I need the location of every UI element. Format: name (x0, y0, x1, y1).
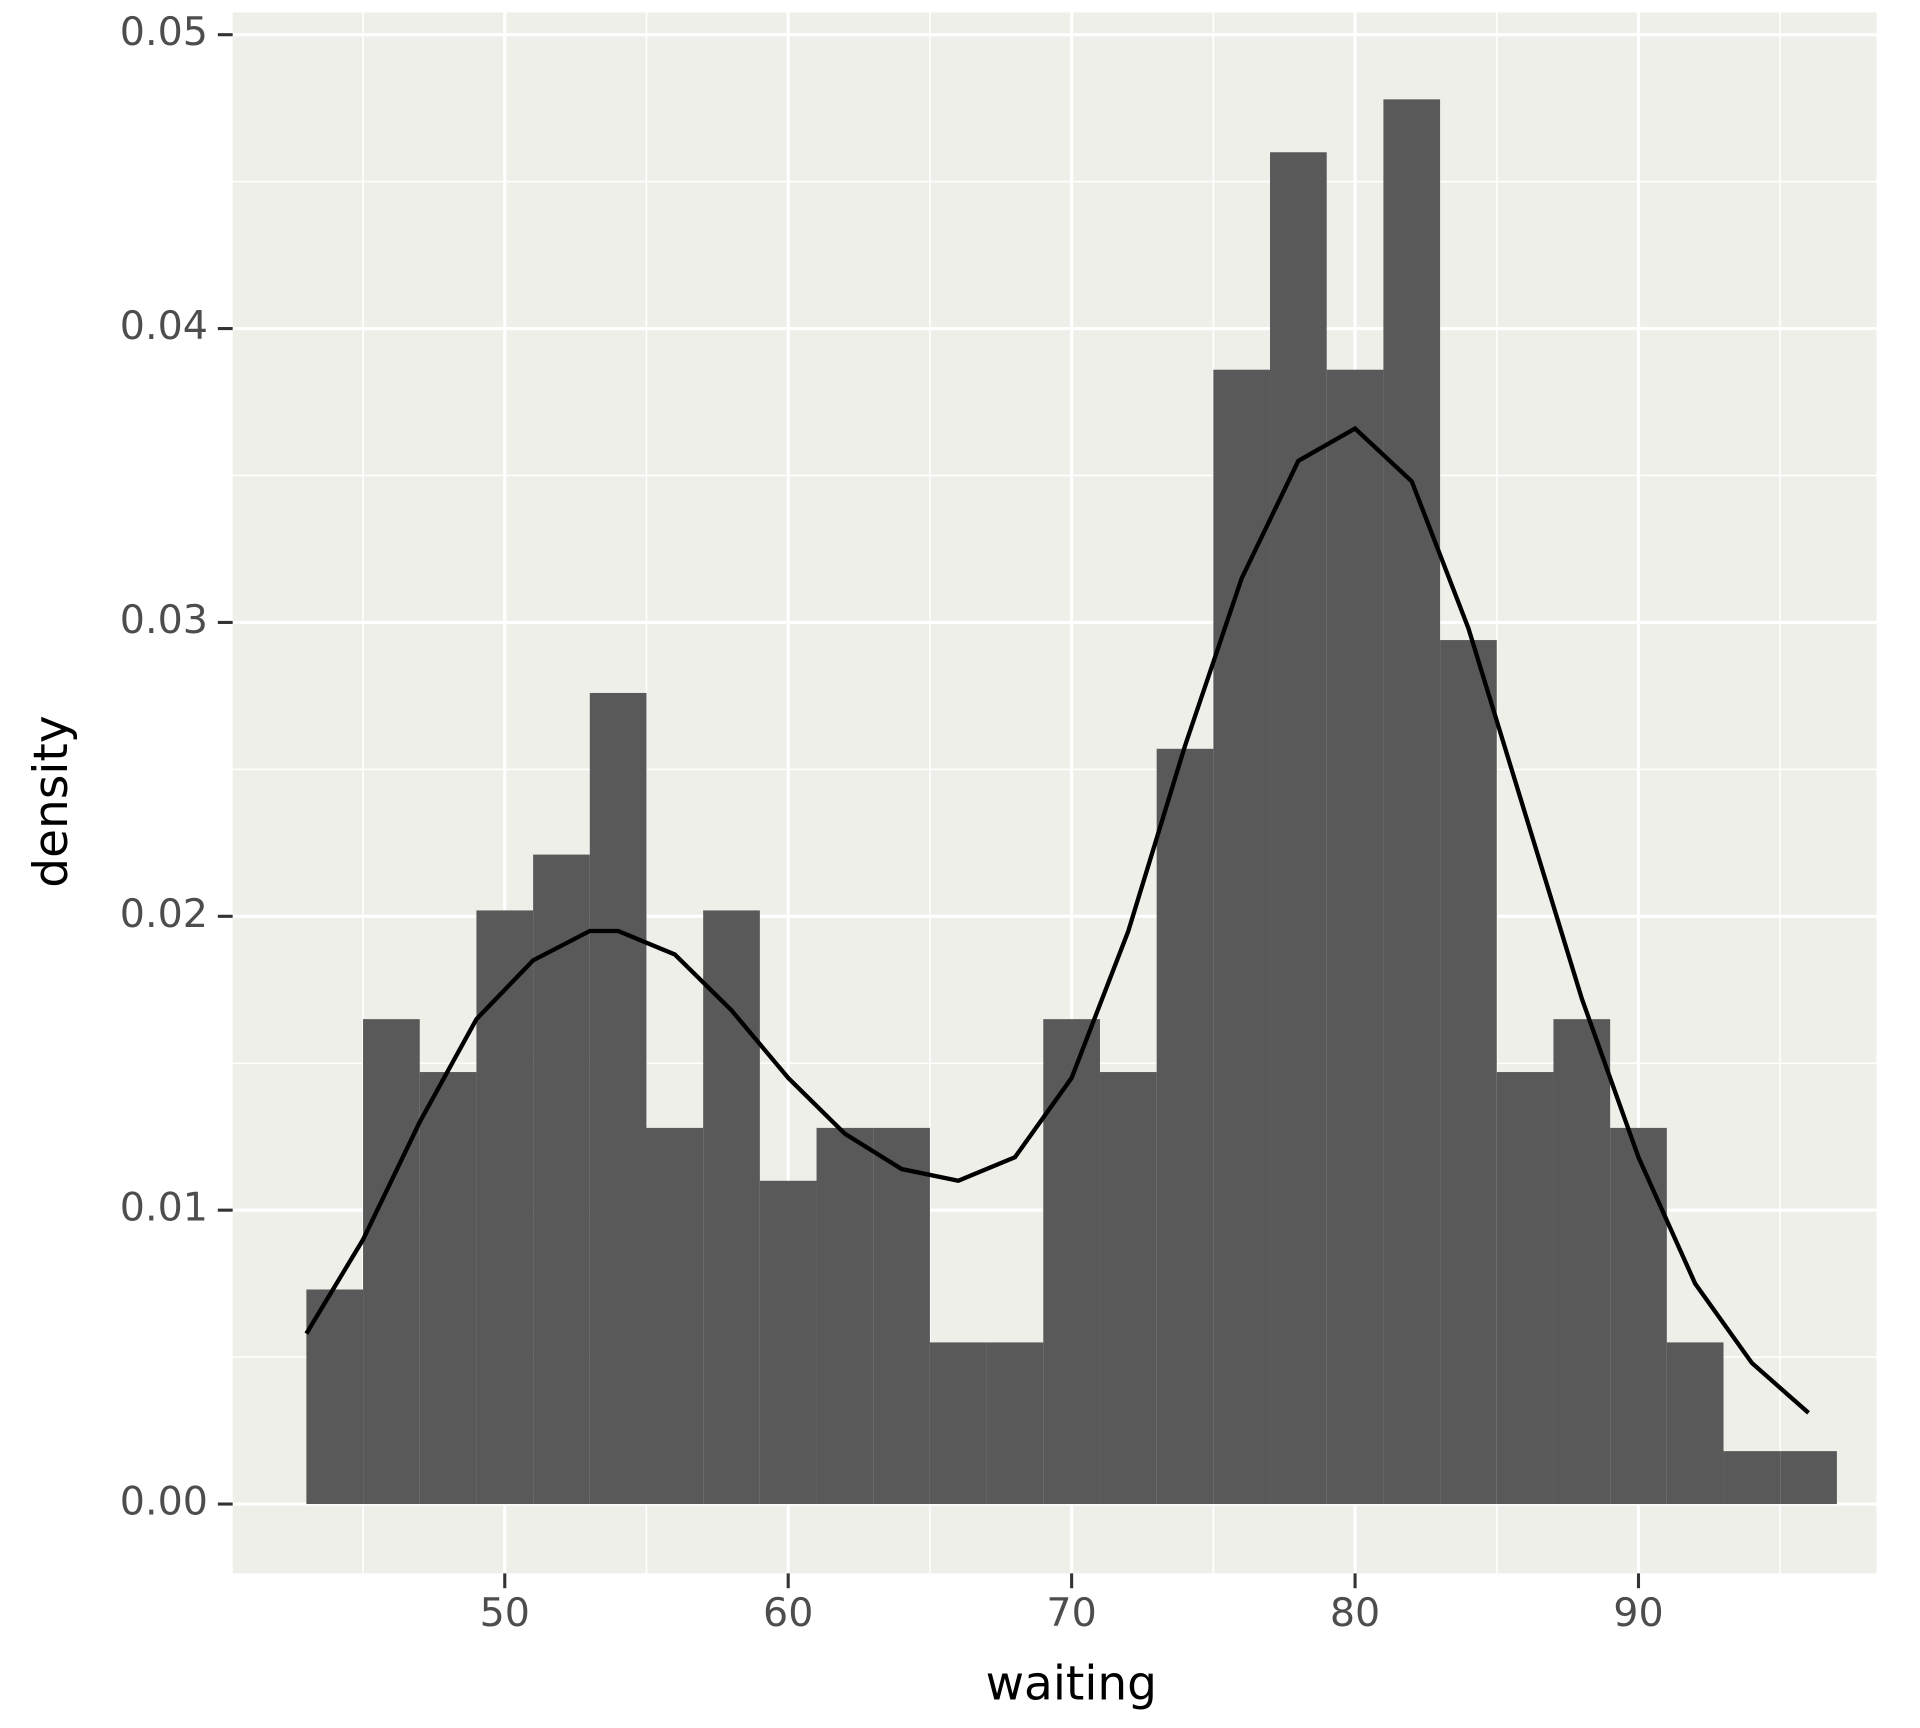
bar (986, 1342, 1044, 1505)
bar (1043, 1019, 1100, 1505)
bar (363, 1019, 420, 1505)
bar (1553, 1019, 1611, 1505)
bar (306, 1289, 364, 1505)
bar (476, 910, 534, 1505)
y-tick-label: 0.01 (120, 1185, 208, 1231)
bar (759, 1180, 817, 1505)
bar (1666, 1342, 1724, 1505)
bar (1780, 1451, 1837, 1505)
x-tick-label: 60 (763, 1590, 813, 1636)
bar (816, 1127, 874, 1505)
y-tick-label: 0.03 (120, 597, 208, 643)
y-tick-label: 0.00 (120, 1479, 208, 1525)
bar (929, 1342, 987, 1505)
bar (589, 692, 647, 1505)
bar (1156, 748, 1214, 1505)
bar (646, 1127, 704, 1505)
x-tick-label: 90 (1613, 1590, 1663, 1636)
bar (703, 910, 760, 1505)
bar (419, 1072, 477, 1505)
y-axis-label: density (24, 715, 79, 887)
x-tick-label: 50 (480, 1590, 530, 1636)
y-tick-label: 0.02 (120, 891, 208, 937)
bar (873, 1127, 930, 1505)
bar (533, 854, 590, 1505)
bar (1383, 99, 1441, 1505)
bar (1440, 640, 1497, 1505)
bar (1099, 1072, 1157, 1505)
bar (1326, 369, 1384, 1505)
bar (1723, 1451, 1781, 1505)
bar (1496, 1072, 1554, 1505)
bar (1213, 369, 1271, 1505)
x-tick-label: 80 (1330, 1590, 1380, 1636)
bar (1270, 152, 1327, 1505)
y-tick-label: 0.05 (120, 9, 208, 55)
y-tick-label: 0.04 (120, 303, 208, 349)
x-tick-label: 70 (1046, 1590, 1096, 1636)
bar (1610, 1127, 1667, 1505)
x-axis-label: waiting (986, 1657, 1157, 1712)
density-line (304, 425, 1810, 1415)
